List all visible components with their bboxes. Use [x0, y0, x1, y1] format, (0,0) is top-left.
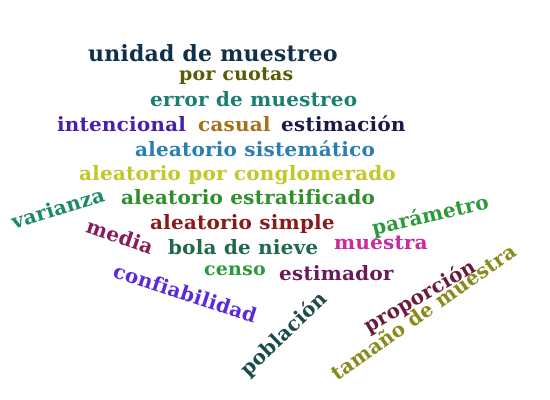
word-muestra: muestra: [334, 230, 428, 254]
word-aleatorio-estratificado: aleatorio estratificado: [121, 185, 376, 209]
word-casual: casual: [198, 112, 271, 136]
word-aleatorio-simple: aleatorio simple: [150, 210, 335, 234]
word-error-de-muestreo: error de muestreo: [150, 87, 358, 111]
word-estimacion: estimación: [281, 112, 406, 136]
word-censo: censo: [204, 258, 266, 280]
word-aleatorio-sistematico: aleatorio sistemático: [135, 137, 376, 161]
word-unidad-de-muestreo: unidad de muestreo: [88, 41, 338, 67]
word-intencional: intencional: [57, 112, 187, 136]
word-media: media: [83, 213, 157, 259]
word-aleatorio-por-conglomerado: aleatorio por conglomerado: [79, 161, 396, 185]
word-bola-de-nieve: bola de nieve: [168, 235, 319, 259]
word-por-cuotas: por cuotas: [179, 63, 294, 85]
word-estimador: estimador: [279, 261, 394, 285]
